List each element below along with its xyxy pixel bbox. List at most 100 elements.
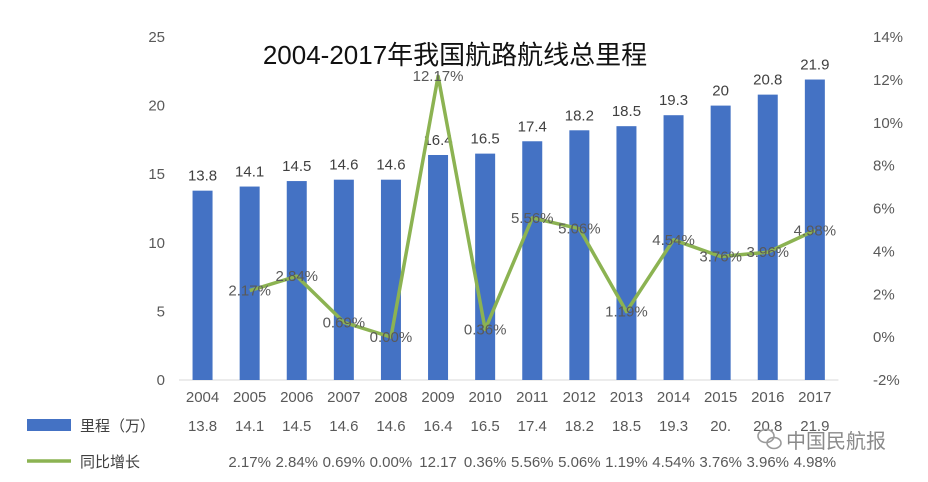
x-tick: 2013 [610,389,643,406]
bar [286,181,307,380]
bar-label: 14.5 [282,158,311,175]
bar [522,141,543,380]
table-cell-mileage: 16.4 [423,418,452,435]
x-tick: 2009 [421,389,454,406]
y-right-tick: 0% [873,329,895,346]
bar [710,105,731,380]
table-cell-mileage: 14.1 [235,418,264,435]
chart-title: 2004-2017年我国航路航线总里程 [263,40,647,70]
x-tick: 2012 [563,389,596,406]
growth-label: 3.96% [746,244,789,261]
bar-data-labels: 13.8 14.1 14.5 14.6 14.6 16.4 16.5 17.4 18.2 18.5… [188,57,830,185]
legend-line-label: 同比增长 [80,454,140,471]
bar [380,179,401,380]
bar-label: 16.5 [471,131,500,148]
growth-label: 4.54% [652,232,695,249]
table-cell-growth: 3.76% [699,454,742,471]
bar [663,115,684,380]
bar [475,153,496,380]
table-cell-growth: 3.96% [746,454,789,471]
table-cell-growth: 1.19% [605,454,648,471]
bar [569,130,590,380]
wechat-icon [757,428,782,450]
growth-data-labels: 2.17%2.84% 0.69%0.00% 12.17% 0.36% 5.56%5.06… [228,68,836,346]
bar [333,179,354,380]
data-table: 里程（万） 同比增长 13.8 14.1 14.5 14.6 14.6 16.4 16.5 17.… [27,418,836,471]
legend-bar-swatch [27,419,71,431]
table-cell-mileage: 18.5 [612,418,641,435]
y-right-tick: 14% [873,29,903,46]
table-cell-mileage: 16.5 [471,418,500,435]
x-tick: 2010 [468,389,501,406]
bar-series [192,79,825,381]
table-cell-mileage: 19.3 [659,418,688,435]
growth-label: 2.17% [228,283,271,300]
table-cell-growth: 0.36% [464,454,507,471]
bar-label: 19.3 [659,92,688,109]
y-right-tick: -2% [873,372,900,389]
table-cell-growth: 2.84% [275,454,318,471]
table-cell-mileage: 14.6 [329,418,358,435]
bar [192,190,213,380]
y-right-tick: 2% [873,286,895,303]
bar-label: 18.2 [565,107,594,124]
x-tick: 2014 [657,389,690,406]
y-left-tick: 20 [148,98,165,115]
y-left-tick: 5 [157,303,165,320]
table-cell-mileage: 14.5 [282,418,311,435]
growth-label: 2.84% [275,268,318,285]
growth-label: 0.36% [464,321,507,338]
y-left-tick: 0 [157,372,165,389]
bar-label: 18.5 [612,103,641,120]
table-cell-mileage: 18.2 [565,418,594,435]
x-tick: 2016 [751,389,784,406]
table-cell-mileage: 13.8 [188,418,217,435]
table-cell-growth: 5.56% [511,454,554,471]
bar-label: 20 [712,83,729,100]
growth-label: 5.56% [511,210,554,227]
x-tick: 2017 [798,389,831,406]
growth-label: 1.19% [605,304,648,321]
bar-label: 20.8 [753,72,782,89]
growth-label: 3.76% [699,249,742,266]
table-cell-growth: 0.00% [370,454,413,471]
x-tick: 2005 [233,389,266,406]
y-right-tick: 4% [873,243,895,260]
x-tick: 2015 [704,389,737,406]
bar [428,154,449,380]
bar [804,79,825,381]
bar [757,94,778,381]
table-cell-mileage: 17.4 [518,418,547,435]
bar [616,126,637,381]
table-cell-growth: 0.69% [323,454,366,471]
table-cell-growth: 12.17 [419,454,457,471]
bar-label: 21.9 [800,57,829,74]
y-right-tick: 12% [873,72,903,89]
table-cell-mileage: 21.9 [800,418,829,435]
x-tick: 2008 [374,389,407,406]
bar [239,186,260,380]
y-left-tick: 10 [148,235,165,252]
growth-label: 0.69% [323,314,366,331]
table-cell-mileage: 14.6 [376,418,405,435]
y-axis-right: -2% 0% 2% 4% 6% 8% 10% 12% 14% [873,29,903,389]
x-tick: 2011 [516,389,548,406]
table-cell-growth: 4.54% [652,454,695,471]
growth-label: 12.17% [413,68,464,85]
growth-label: 4.98% [794,222,837,239]
y-right-tick: 10% [873,115,903,132]
x-axis-ticks: 2004 2005 2006 2007 2008 2009 2010 2011 2012 2013… [186,389,832,406]
legend-bar-label: 里程（万） [80,418,155,435]
table-cell-growth: 4.98% [794,454,837,471]
bar-label: 17.4 [518,118,547,135]
bar-label: 14.6 [376,157,405,174]
y-left-tick: 15 [148,166,165,183]
bar-label: 14.1 [235,164,264,181]
y-right-tick: 8% [873,158,895,175]
bar-label: 16.4 [423,132,452,149]
bar-label: 14.6 [329,157,358,174]
growth-label: 0.00% [370,329,413,346]
table-cell-mileage: 20. [710,418,731,435]
x-tick: 2004 [186,389,219,406]
table-cell-growth: 5.06% [558,454,601,471]
